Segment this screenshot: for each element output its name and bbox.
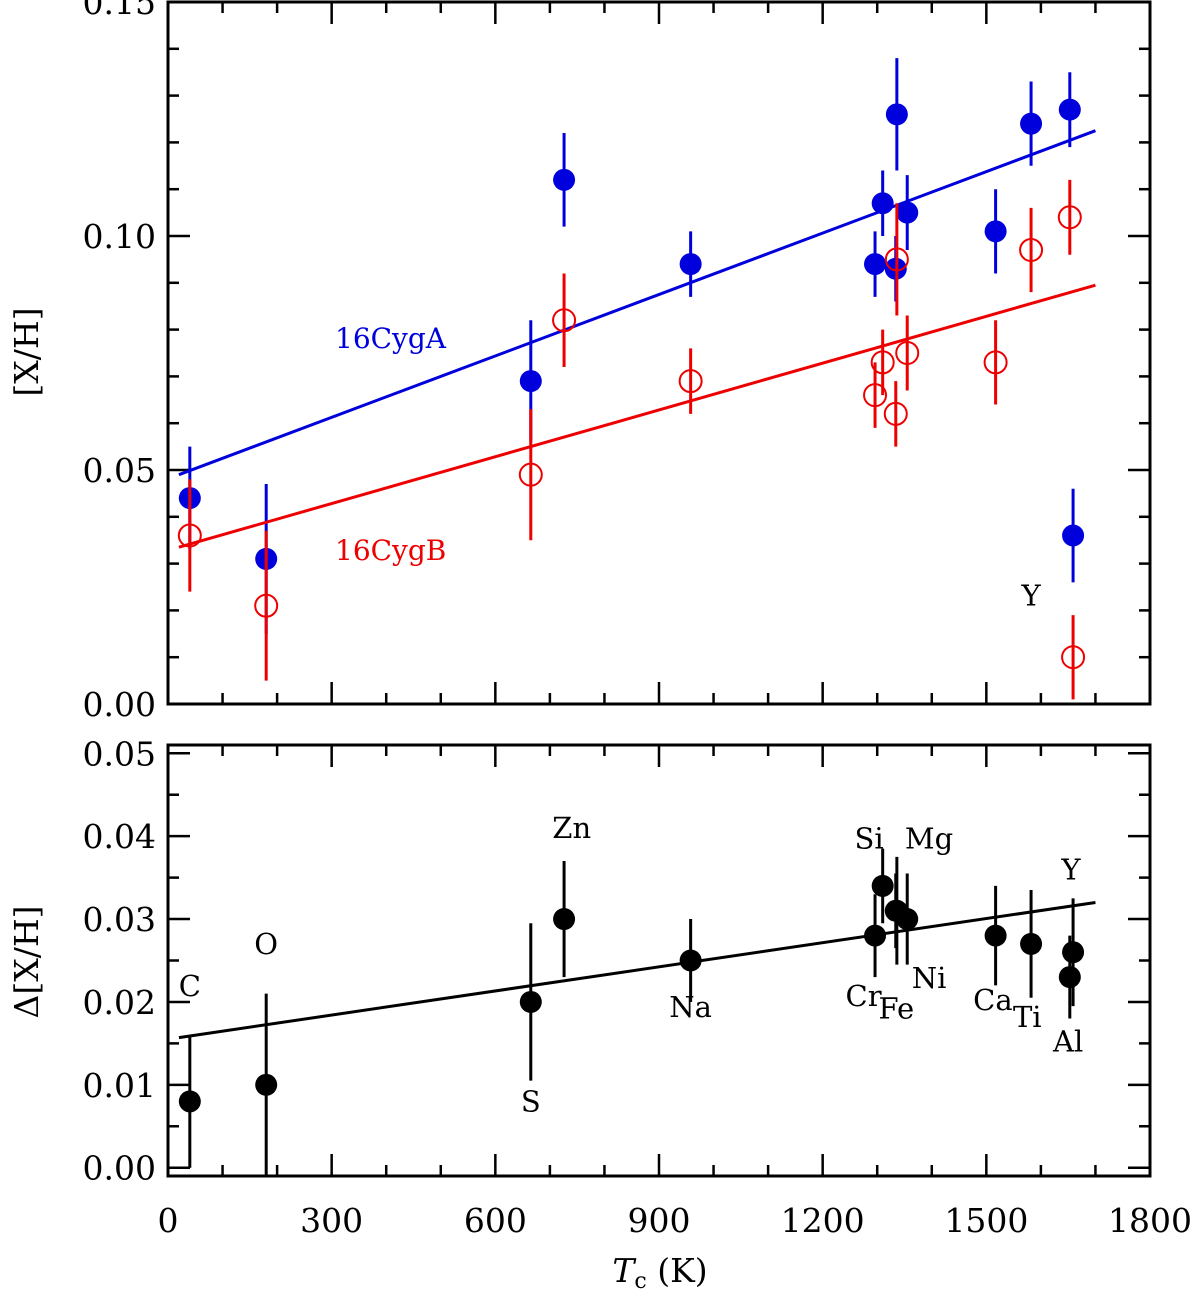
bottom-ylabel: Δ[X/H] xyxy=(7,906,46,1019)
bottom-series-0-point xyxy=(1062,941,1085,964)
series-label-0: 16CygA xyxy=(335,322,447,355)
top-series-1-point xyxy=(518,462,543,487)
top-y-tick-label: 0.00 xyxy=(83,685,156,724)
element-label: O xyxy=(254,927,278,961)
top-series-1-fit-line xyxy=(178,283,1096,549)
top-panel: 0.00 0.05 0.10 0.15 16CygA 16CygB Y xyxy=(83,0,1152,724)
top-series-1-point xyxy=(863,383,888,408)
element-label: Mg xyxy=(905,822,953,856)
top-series-1-point xyxy=(177,523,202,548)
bottom-series-0-point xyxy=(871,874,894,897)
bottom-y-tick-label: 0.01 xyxy=(83,1066,156,1105)
x-tick-label: 1500 xyxy=(944,1201,1028,1240)
bottom-series-0-point xyxy=(178,1090,201,1113)
bottom-series-0-fit-line xyxy=(178,900,1096,1040)
top-series-1-point xyxy=(983,350,1008,375)
top-series-1-point xyxy=(254,593,279,618)
top-series-1-point xyxy=(1057,205,1082,230)
top-y-tick-label: 0.15 xyxy=(83,0,156,22)
bottom-series-0-point xyxy=(984,924,1007,947)
top-series-1-point xyxy=(883,401,908,426)
series-label-1: 16CygB xyxy=(335,534,446,567)
top-series-1-point xyxy=(1061,645,1086,670)
x-tick-label: 0 xyxy=(158,1201,179,1240)
top-series-1-point xyxy=(552,308,577,333)
top-annotation: Y xyxy=(1020,579,1041,613)
bottom-series-0-point xyxy=(896,908,919,931)
bottom-series-0-point xyxy=(1058,966,1081,989)
top-series-0-point xyxy=(519,370,542,393)
x-axis-title-main: T xyxy=(612,1251,637,1290)
element-label: Y xyxy=(1060,852,1081,886)
bottom-series-0-point xyxy=(519,990,542,1013)
top-series-0-point xyxy=(679,253,702,276)
top-y-tick-label: 0.10 xyxy=(83,217,156,256)
top-series-0-point xyxy=(553,168,576,191)
top-y-tick-label: 0.05 xyxy=(83,451,156,490)
element-label: Na xyxy=(669,990,712,1024)
top-series-0-point xyxy=(885,103,908,126)
bottom-y-tick-label: 0.00 xyxy=(83,1149,156,1188)
x-tick-label: 300 xyxy=(300,1201,363,1240)
top-series-1-point xyxy=(895,341,920,365)
bottom-y-tick-label: 0.04 xyxy=(83,817,156,856)
bottom-series-0-point xyxy=(255,1073,278,1096)
bottom-series-0-point xyxy=(1020,932,1043,955)
x-tick-label: 900 xyxy=(628,1201,691,1240)
x-tick-label: 1800 xyxy=(1108,1201,1192,1240)
top-series-1-point xyxy=(1019,238,1044,263)
top-series-0-point xyxy=(896,201,919,224)
element-label: Ca xyxy=(973,983,1012,1017)
bottom-plot-frame xyxy=(166,743,1152,1178)
top-series-0-point xyxy=(1062,524,1085,547)
bottom-series-0-point xyxy=(553,908,576,931)
x-axis-title-sub: c xyxy=(634,1269,646,1294)
element-label: Zn xyxy=(552,811,591,845)
bottom-panel: 0.00 0.01 0.02 0.03 0.04 0.05 0 300 600 900 1200 15… xyxy=(83,734,1192,1240)
bottom-series-0-point xyxy=(864,924,887,947)
bottom-y-tick-label: 0.05 xyxy=(83,734,156,773)
element-label: Si xyxy=(854,822,883,856)
top-series-0-point xyxy=(864,253,887,276)
bottom-y-tick-label: 0.02 xyxy=(83,983,156,1022)
top-ylabel: [X/H] xyxy=(7,307,46,396)
x-tick-label: 600 xyxy=(464,1201,527,1240)
bottom-y-tick-label: 0.03 xyxy=(83,900,156,939)
element-label: S xyxy=(521,1084,541,1118)
element-label: Fe xyxy=(878,992,914,1026)
element-label: C xyxy=(179,969,201,1003)
element-label: Cr xyxy=(846,979,882,1013)
top-series-1-point xyxy=(884,247,909,272)
top-series-0-point xyxy=(871,192,894,215)
element-label: Ti xyxy=(1013,1000,1042,1034)
top-series-0-point xyxy=(984,220,1007,243)
top-series-1-point xyxy=(678,369,703,394)
x-axis-title-unit: (K) xyxy=(647,1251,708,1290)
top-series-1-point xyxy=(870,350,895,375)
top-series-0-fit-line xyxy=(178,129,1096,477)
x-axis-title: Tc (K) xyxy=(612,1251,707,1294)
element-label: Ni xyxy=(912,961,947,995)
top-series-0-point xyxy=(1020,112,1043,135)
bottom-series-0-point xyxy=(679,949,702,972)
top-series-0-point xyxy=(1058,98,1081,121)
element-label: Al xyxy=(1052,1025,1083,1059)
x-tick-label: 1200 xyxy=(781,1201,865,1240)
